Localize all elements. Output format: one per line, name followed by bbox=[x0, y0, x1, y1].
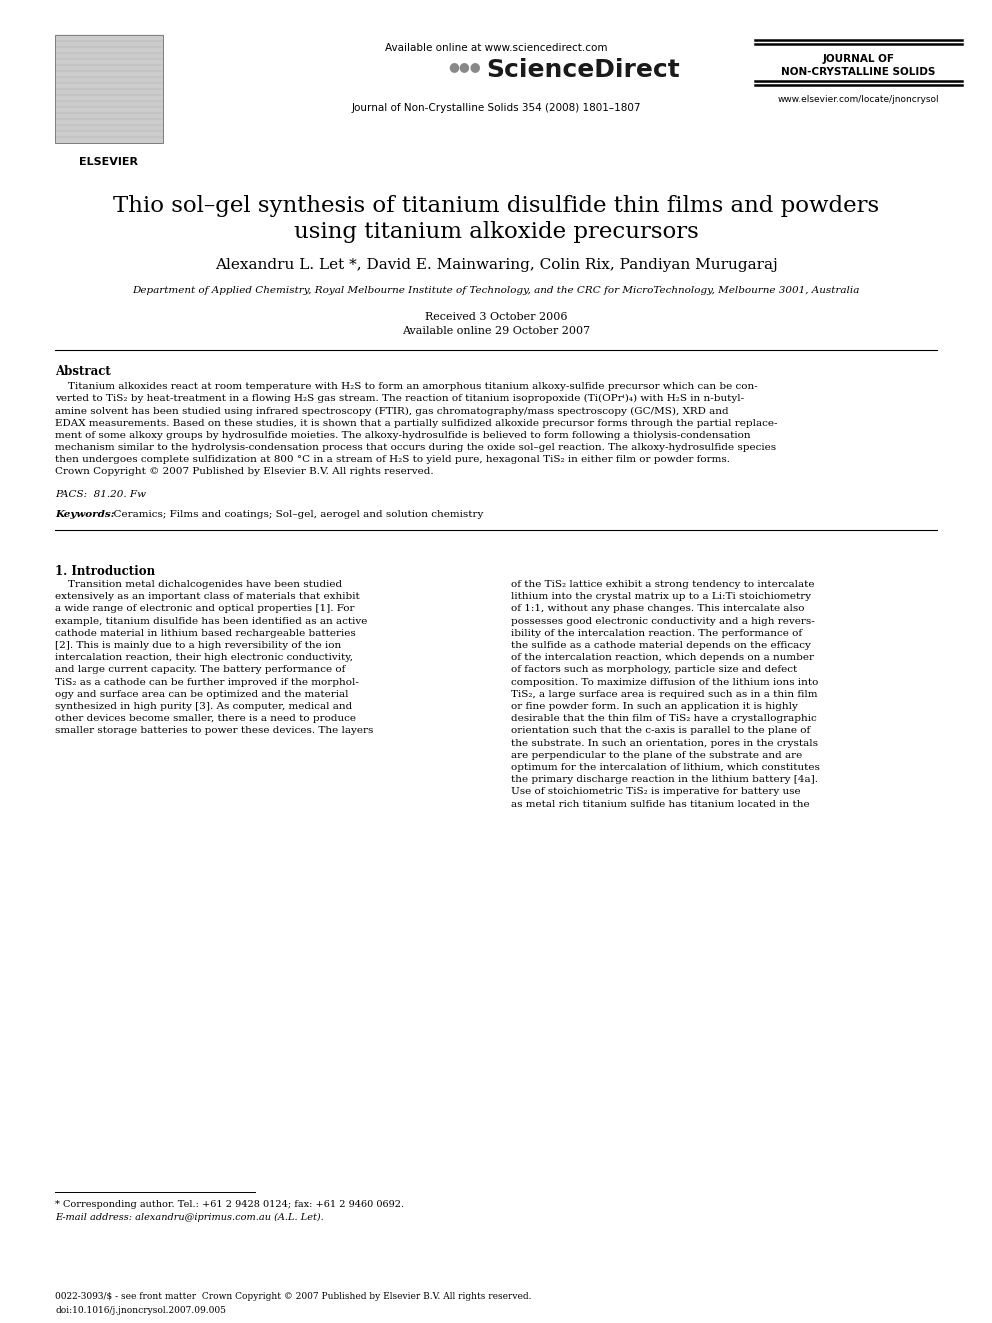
Text: Use of stoichiometric TiS₂ is imperative for battery use: Use of stoichiometric TiS₂ is imperative… bbox=[511, 787, 801, 796]
Text: example, titanium disulfide has been identified as an active: example, titanium disulfide has been ide… bbox=[55, 617, 367, 626]
Text: or fine powder form. In such an application it is highly: or fine powder form. In such an applicat… bbox=[511, 703, 798, 710]
Text: ibility of the intercalation reaction. The performance of: ibility of the intercalation reaction. T… bbox=[511, 628, 803, 638]
Text: other devices become smaller, there is a need to produce: other devices become smaller, there is a… bbox=[55, 714, 356, 724]
Text: PACS:  81.20. Fw: PACS: 81.20. Fw bbox=[55, 490, 146, 499]
Text: Journal of Non-Crystalline Solids 354 (2008) 1801–1807: Journal of Non-Crystalline Solids 354 (2… bbox=[351, 103, 641, 112]
Text: possesses good electronic conductivity and a high revers-: possesses good electronic conductivity a… bbox=[511, 617, 814, 626]
Text: of the TiS₂ lattice exhibit a strong tendency to intercalate: of the TiS₂ lattice exhibit a strong ten… bbox=[511, 579, 814, 589]
Text: and large current capacity. The battery performance of: and large current capacity. The battery … bbox=[55, 665, 345, 675]
Text: ment of some alkoxy groups by hydrosulfide moieties. The alkoxy-hydrosulfide is : ment of some alkoxy groups by hydrosulfi… bbox=[55, 431, 751, 439]
Text: of the intercalation reaction, which depends on a number: of the intercalation reaction, which dep… bbox=[511, 654, 814, 663]
Text: TiS₂ as a cathode can be further improved if the morphol-: TiS₂ as a cathode can be further improve… bbox=[55, 677, 359, 687]
Text: doi:10.1016/j.jnoncrysol.2007.09.005: doi:10.1016/j.jnoncrysol.2007.09.005 bbox=[55, 1306, 226, 1315]
Text: E-mail address: alexandru@iprimus.com.au (A.L. Let).: E-mail address: alexandru@iprimus.com.au… bbox=[55, 1213, 323, 1222]
Text: using titanium alkoxide precursors: using titanium alkoxide precursors bbox=[294, 221, 698, 243]
Text: smaller storage batteries to power these devices. The layers: smaller storage batteries to power these… bbox=[55, 726, 373, 736]
Text: a wide range of electronic and optical properties [1]. For: a wide range of electronic and optical p… bbox=[55, 605, 354, 614]
Text: www.elsevier.com/locate/jnoncrysol: www.elsevier.com/locate/jnoncrysol bbox=[778, 95, 939, 105]
Text: ogy and surface area can be optimized and the material: ogy and surface area can be optimized an… bbox=[55, 689, 348, 699]
Text: 0022-3093/$ - see front matter  Crown Copyright © 2007 Published by Elsevier B.V: 0022-3093/$ - see front matter Crown Cop… bbox=[55, 1293, 532, 1301]
Text: Department of Applied Chemistry, Royal Melbourne Institute of Technology, and th: Department of Applied Chemistry, Royal M… bbox=[132, 286, 860, 295]
Text: * Corresponding author. Tel.: +61 2 9428 0124; fax: +61 2 9460 0692.: * Corresponding author. Tel.: +61 2 9428… bbox=[55, 1200, 404, 1209]
Text: EDAX measurements. Based on these studies, it is shown that a partially sulfidiz: EDAX measurements. Based on these studie… bbox=[55, 418, 778, 427]
Text: Keywords:: Keywords: bbox=[55, 509, 115, 519]
Text: of factors such as morphology, particle size and defect: of factors such as morphology, particle … bbox=[511, 665, 798, 675]
Text: synthesized in high purity [3]. As computer, medical and: synthesized in high purity [3]. As compu… bbox=[55, 703, 352, 710]
Text: Received 3 October 2006: Received 3 October 2006 bbox=[425, 312, 567, 321]
Text: ScienceDirect: ScienceDirect bbox=[486, 58, 680, 82]
Text: extensively as an important class of materials that exhibit: extensively as an important class of mat… bbox=[55, 593, 360, 601]
Text: Ceramics; Films and coatings; Sol–gel, aerogel and solution chemistry: Ceramics; Films and coatings; Sol–gel, a… bbox=[107, 509, 483, 519]
Text: then undergoes complete sulfidization at 800 °C in a stream of H₂S to yield pure: then undergoes complete sulfidization at… bbox=[55, 455, 730, 464]
Text: Alexandru L. Let *, David E. Mainwaring, Colin Rix, Pandiyan Murugaraj: Alexandru L. Let *, David E. Mainwaring,… bbox=[214, 258, 778, 273]
Text: NON-CRYSTALLINE SOLIDS: NON-CRYSTALLINE SOLIDS bbox=[782, 67, 935, 77]
Text: the sulfide as a cathode material depends on the efficacy: the sulfide as a cathode material depend… bbox=[511, 642, 810, 650]
Text: Thio sol–gel synthesis of titanium disulfide thin films and powders: Thio sol–gel synthesis of titanium disul… bbox=[113, 194, 879, 217]
Text: amine solvent has been studied using infrared spectroscopy (FTIR), gas chromatog: amine solvent has been studied using inf… bbox=[55, 406, 729, 415]
Text: ELSEVIER: ELSEVIER bbox=[79, 157, 139, 167]
Text: cathode material in lithium based rechargeable batteries: cathode material in lithium based rechar… bbox=[55, 628, 356, 638]
Text: Crown Copyright © 2007 Published by Elsevier B.V. All rights reserved.: Crown Copyright © 2007 Published by Else… bbox=[55, 467, 434, 476]
Text: Abstract: Abstract bbox=[55, 365, 111, 378]
Text: orientation such that the c-axis is parallel to the plane of: orientation such that the c-axis is para… bbox=[511, 726, 810, 736]
Text: JOURNAL OF: JOURNAL OF bbox=[822, 54, 895, 64]
Bar bbox=[55, 34, 163, 143]
Text: Available online 29 October 2007: Available online 29 October 2007 bbox=[402, 325, 590, 336]
Text: the primary discharge reaction in the lithium battery [4a].: the primary discharge reaction in the li… bbox=[511, 775, 818, 785]
Text: [2]. This is mainly due to a high reversibility of the ion: [2]. This is mainly due to a high revers… bbox=[55, 642, 341, 650]
Text: Transition metal dichalcogenides have been studied: Transition metal dichalcogenides have be… bbox=[55, 579, 342, 589]
Text: the substrate. In such an orientation, pores in the crystals: the substrate. In such an orientation, p… bbox=[511, 738, 818, 747]
Text: verted to TiS₂ by heat-treatment in a flowing H₂S gas stream. The reaction of ti: verted to TiS₂ by heat-treatment in a fl… bbox=[55, 394, 744, 404]
Text: desirable that the thin film of TiS₂ have a crystallographic: desirable that the thin film of TiS₂ hav… bbox=[511, 714, 816, 724]
Text: Titanium alkoxides react at room temperature with H₂S to form an amorphous titan: Titanium alkoxides react at room tempera… bbox=[55, 382, 758, 392]
Text: composition. To maximize diffusion of the lithium ions into: composition. To maximize diffusion of th… bbox=[511, 677, 818, 687]
Text: TiS₂, a large surface area is required such as in a thin film: TiS₂, a large surface area is required s… bbox=[511, 689, 817, 699]
Text: lithium into the crystal matrix up to a Li:Ti stoichiometry: lithium into the crystal matrix up to a … bbox=[511, 593, 811, 601]
Text: of 1:1, without any phase changes. This intercalate also: of 1:1, without any phase changes. This … bbox=[511, 605, 805, 614]
Text: 1. Introduction: 1. Introduction bbox=[55, 565, 155, 578]
Text: intercalation reaction, their high electronic conductivity,: intercalation reaction, their high elect… bbox=[55, 654, 353, 663]
Text: ●●●: ●●● bbox=[448, 60, 481, 73]
Text: as metal rich titanium sulfide has titanium located in the: as metal rich titanium sulfide has titan… bbox=[511, 799, 809, 808]
Text: optimum for the intercalation of lithium, which constitutes: optimum for the intercalation of lithium… bbox=[511, 763, 819, 773]
Text: are perpendicular to the plane of the substrate and are: are perpendicular to the plane of the su… bbox=[511, 750, 803, 759]
Text: Available online at www.sciencedirect.com: Available online at www.sciencedirect.co… bbox=[385, 44, 607, 53]
Text: mechanism similar to the hydrolysis-condensation process that occurs during the : mechanism similar to the hydrolysis-cond… bbox=[55, 443, 776, 452]
